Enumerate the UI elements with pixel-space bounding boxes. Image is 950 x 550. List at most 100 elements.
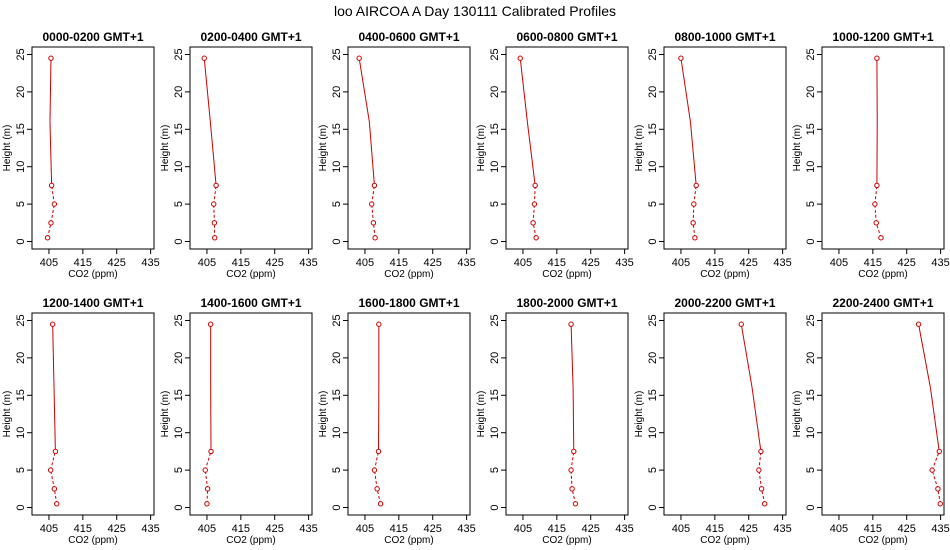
profile-segment [689,121,697,186]
y-tick-label: 20 [173,352,185,364]
y-tick-label: 15 [647,123,659,135]
panel-title: 1000-1200 GMT+1 [832,30,933,44]
y-tick-label: 20 [331,352,343,364]
y-tick-label: 0 [805,238,817,244]
profile-segment [373,451,379,471]
x-tick-label: 435 [141,523,159,535]
y-tick-label: 0 [331,238,343,244]
plot-frame [31,312,155,516]
x-tick-label: 425 [424,523,442,535]
y-tick-label: 0 [647,238,659,244]
y-tick-label: 10 [173,161,185,173]
y-tick-label: 20 [489,352,501,364]
panel-2: 0400-0600 GMT+1 405 415 425 435 CO2 (ppm) 0 5 10… [318,30,476,280]
profile-segment [50,204,55,223]
y-axis-label: Height (m) [476,391,487,438]
y-tick-label: 20 [15,86,27,98]
data-point [878,235,884,241]
x-tick-label: 425 [108,523,126,535]
plot-frame [505,312,629,516]
profile-segment [204,451,212,471]
data-point [572,501,579,507]
data-point [874,55,880,61]
data-point [201,55,207,61]
profile-segment [51,185,55,205]
y-tick-label: 20 [647,86,659,98]
y-tick-label: 10 [805,427,817,439]
x-tick-label: 415 [864,257,882,269]
x-tick-label: 405 [198,523,216,535]
profile-segment [50,470,55,489]
data-point [761,501,768,507]
data-point [49,321,56,327]
x-tick-label: 405 [830,257,848,269]
y-tick-label: 0 [173,238,185,244]
x-tick-label: 415 [74,523,92,535]
profile-segment [931,469,939,489]
y-tick-label: 25 [805,314,817,326]
data-point [44,235,51,241]
x-tick-label: 405 [198,257,216,269]
panel-title: 1600-1800 GMT+1 [358,296,459,310]
data-point [208,448,214,455]
y-tick-label: 5 [805,467,817,473]
y-tick-label: 15 [15,123,27,135]
y-tick-label: 15 [805,123,817,135]
data-point [211,220,218,226]
y-tick-label: 0 [331,504,343,510]
plot-frame [821,46,945,250]
y-tick-label: 25 [173,314,185,326]
plot-frame [189,312,313,516]
y-tick-label: 20 [489,86,501,98]
data-point [690,220,696,226]
panel-title: 0600-0800 GMT+1 [516,30,617,44]
y-tick-label: 5 [15,201,27,207]
data-point [873,220,879,226]
x-tick-label: 415 [232,257,250,269]
x-tick-label: 425 [266,523,284,535]
y-tick-label: 0 [489,238,501,244]
y-tick-label: 10 [173,427,185,439]
y-tick-label: 0 [805,504,817,510]
data-point [51,486,58,492]
data-point [48,55,54,61]
x-tick-label: 425 [582,523,600,535]
y-tick-label: 10 [647,161,659,173]
x-tick-label: 415 [706,523,724,535]
profile-segment [758,451,762,471]
x-tick-label: 415 [74,257,92,269]
x-axis-label: CO2 (ppm) [700,269,749,280]
x-tick-label: 415 [390,257,408,269]
y-axis-label: Height (m) [160,391,171,438]
data-point [51,201,58,207]
y-tick-label: 20 [805,352,817,364]
y-tick-label: 10 [489,161,501,173]
profile-segment [526,121,536,186]
data-point [54,501,60,507]
y-tick-label: 5 [805,201,817,207]
data-point [758,448,764,455]
x-tick-label: 425 [266,257,284,269]
data-point [678,55,684,61]
x-tick-label: 435 [457,523,475,535]
y-tick-label: 5 [173,201,185,207]
panel-title: 2000-2200 GMT+1 [674,296,775,310]
data-point [375,448,382,455]
y-tick-label: 10 [805,161,817,173]
panel-title: 1800-2000 GMT+1 [516,296,617,310]
x-tick-label: 415 [706,257,724,269]
profile-segment [49,121,53,186]
y-tick-label: 10 [489,427,501,439]
x-tick-label: 435 [299,257,317,269]
profile-segment [532,204,535,223]
figure-title: loo AIRCOA A Day 130111 Calibrated Profi… [334,3,616,19]
y-axis-label: Height (m) [318,391,329,438]
profile-segment [373,470,378,489]
data-point [48,182,55,189]
data-point [202,467,208,473]
y-axis-label: Height (m) [2,125,13,172]
y-tick-label: 25 [331,48,343,60]
y-tick-label: 15 [489,123,501,135]
